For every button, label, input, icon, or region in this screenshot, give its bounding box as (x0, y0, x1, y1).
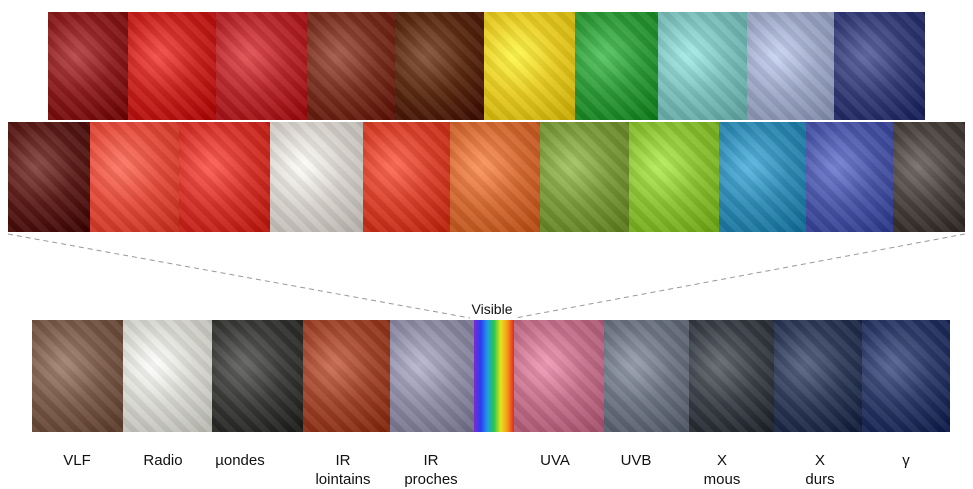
eye-tile (834, 12, 925, 120)
gamma-tile (862, 320, 950, 432)
blue-drawing-tile (747, 12, 834, 120)
uvb-tile (604, 320, 689, 432)
yellow-sun-tile (484, 12, 575, 120)
band-label-gamma: γ (902, 452, 910, 469)
red-glow-tile (90, 122, 179, 232)
x-hard-tile (774, 320, 862, 432)
band-label-ir-near: IR proches (404, 452, 458, 488)
nebula-tile (307, 12, 395, 120)
purple-dots-tile (806, 122, 893, 232)
grey-moon-tile (893, 122, 965, 232)
orange-crab-tile (450, 122, 540, 232)
microwaves-tile (212, 320, 303, 432)
band-label-x-hard: X durs (805, 452, 835, 488)
green-tile (575, 12, 658, 120)
dark-red-tile (8, 122, 90, 232)
red-scene-tile (179, 122, 270, 232)
blue-collage-tile (719, 122, 806, 232)
visible-label: Visible (471, 301, 513, 317)
band-label-uvb: UVB (620, 452, 652, 469)
red-dots-tile (128, 12, 216, 120)
ir-far-tile (303, 320, 390, 432)
band-label-radio: Radio (143, 452, 183, 469)
lime-tile (629, 122, 719, 232)
cyan-waves-tile (658, 12, 747, 120)
band-label-vlf: VLF (63, 452, 91, 469)
x-soft-tile (689, 320, 774, 432)
red-splatter-tile (216, 12, 307, 120)
visible-tile (474, 320, 514, 432)
band-label-microwaves: µondes (215, 452, 265, 469)
band-label-x-soft: X mous (703, 452, 741, 488)
signs-tile (270, 122, 363, 232)
uva-tile (514, 320, 604, 432)
band-label-ir-far: IR lointains (315, 452, 371, 488)
left-guide-line (7, 233, 471, 319)
vlf-tile (32, 320, 123, 432)
red-squares-tile (48, 12, 128, 120)
band-label-uva: UVA (540, 452, 570, 469)
leaf-tile (540, 122, 629, 232)
red-anchor-tile (363, 122, 450, 232)
right-guide-line (514, 233, 966, 319)
ir-near-tile (390, 320, 474, 432)
radio-tile (123, 320, 212, 432)
bulbs-tile (395, 12, 484, 120)
